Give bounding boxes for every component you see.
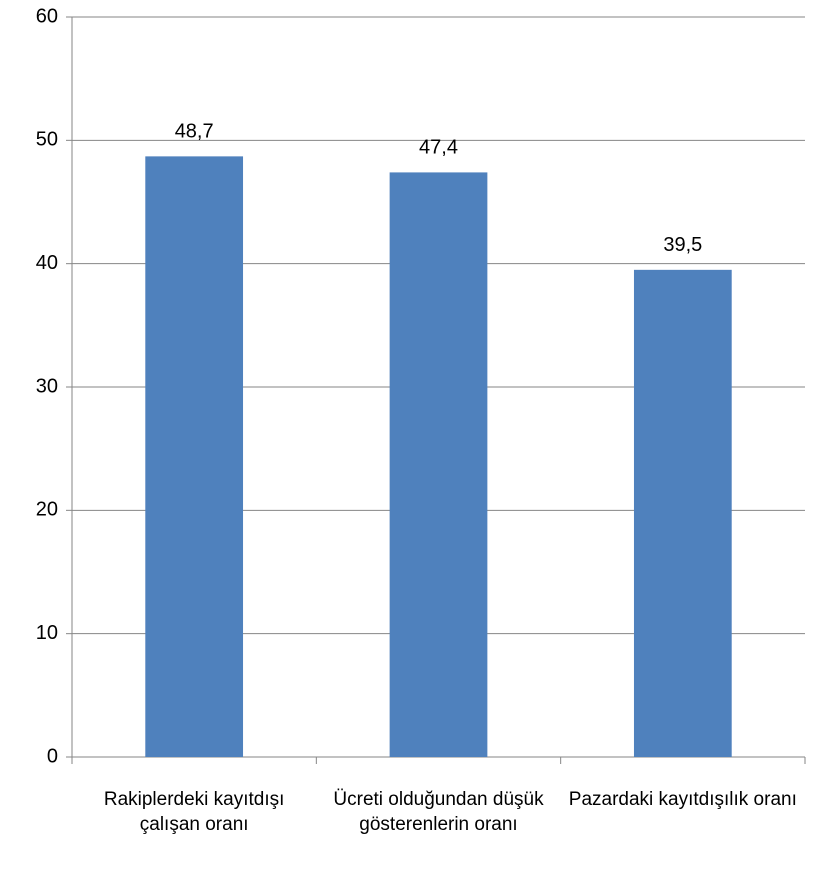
x-tick-label: Rakiplerdeki kayıtdışı çalışan oranı: [103, 789, 285, 835]
y-tick-label: 30: [36, 375, 58, 397]
x-tick-label: Ücreti olduğundan düşük gösterenlerin or…: [333, 789, 544, 835]
data-label: 39,5: [663, 234, 702, 256]
y-tick-label: 60: [36, 5, 58, 27]
y-tick-label: 10: [36, 622, 58, 644]
bar: [145, 156, 244, 757]
bar: [633, 269, 732, 757]
bar: [389, 172, 488, 757]
y-tick-label: 20: [36, 499, 58, 521]
y-tick-label: 40: [36, 252, 58, 274]
data-label: 47,4: [419, 137, 458, 159]
y-tick-label: 0: [47, 745, 58, 767]
x-tick-label: Pazardaki kayıtdışılık oranı: [568, 789, 797, 810]
data-label: 48,7: [175, 121, 214, 143]
y-tick-label: 50: [36, 129, 58, 151]
